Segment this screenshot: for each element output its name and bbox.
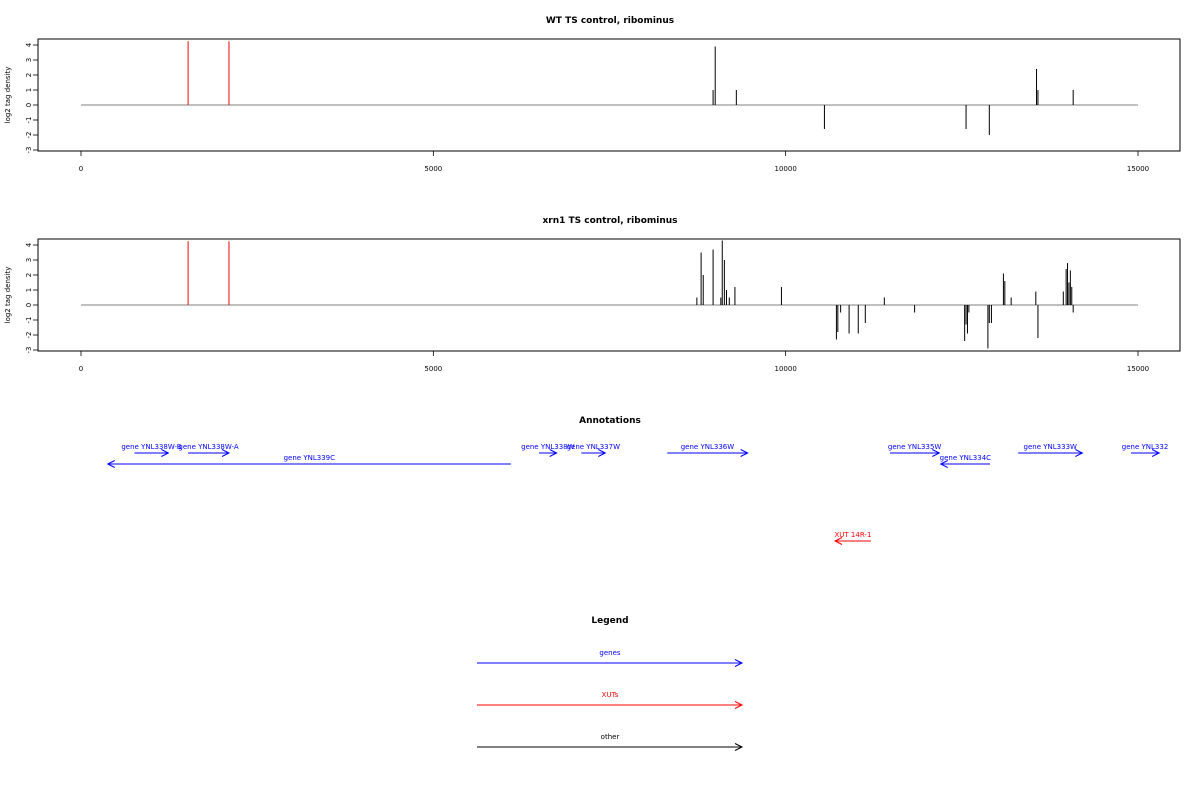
xut-feature-arrow <box>833 537 871 545</box>
y-tick-label: 0 <box>25 103 33 107</box>
x-tick-label: 0 <box>79 165 83 173</box>
y-tick-label: -3 <box>25 347 33 354</box>
y-tick-label: 3 <box>25 258 33 262</box>
gene-feature-label: gene YNL332 <box>1122 443 1169 451</box>
xrn1-y-axis-label: log2 tag density <box>4 267 12 324</box>
wt-plot-area: -3 -2 -1 0 1 2 3 4 0 5000 10000 15000 <box>25 41 1149 173</box>
x-tick-label: 5000 <box>424 165 442 173</box>
wt-track-title: WT TS control, ribominus <box>546 16 674 26</box>
y-tick-label: -1 <box>25 117 33 124</box>
legend-items: genes XUTs other <box>477 649 744 751</box>
gene-feature-arrow <box>889 449 941 457</box>
xrn1-plot-frame <box>37 238 1181 352</box>
gene-feature-label: gene YNL333W <box>1024 443 1077 451</box>
y-tick-label: 0 <box>25 303 33 307</box>
wt-track-panel: WT TS control, ribominus log2 tag densit… <box>4 16 1181 173</box>
legend-panel: Legend genes XUTs other <box>477 616 744 751</box>
y-tick-label: 4 <box>25 242 33 247</box>
gene-feature-arrow <box>1018 449 1084 457</box>
gene-feature-label: gene YNL338W-A <box>178 443 239 451</box>
gene-feature-label: gene YNL336W <box>681 443 734 451</box>
legend-label: XUTs <box>602 691 619 699</box>
legend-label: other <box>601 733 620 741</box>
gene-feature-label: gene YNL339C <box>284 454 335 462</box>
gene-feature-label: gene YNL335W <box>888 443 941 451</box>
legend-label: genes <box>599 649 620 657</box>
y-tick-label: 1 <box>25 88 33 92</box>
legend-arrow <box>477 659 744 667</box>
gene-feature-arrow <box>188 449 231 457</box>
y-tick-label: -3 <box>25 147 33 154</box>
xrn1-track-panel: xrn1 TS control, ribominus log2 tag dens… <box>4 216 1181 373</box>
xut-feature-label: XUT 14R-1 <box>835 531 872 539</box>
y-tick-label: -2 <box>25 132 33 139</box>
wt-y-axis-label: log2 tag density <box>4 67 12 124</box>
legend-arrow <box>477 743 744 751</box>
y-tick-label: 4 <box>25 42 33 47</box>
annotations-title: Annotations <box>579 416 641 426</box>
gene-feature-arrow <box>106 460 511 468</box>
gene-feature-label: gene YNL334C <box>940 454 991 462</box>
gene-feature-arrow <box>539 449 558 457</box>
y-tick-label: 2 <box>25 73 33 77</box>
gene-feature-arrow <box>581 449 607 457</box>
x-tick-label: 5000 <box>424 365 442 373</box>
x-tick-label: 10000 <box>775 165 797 173</box>
y-tick-label: -1 <box>25 317 33 324</box>
gene-feature-arrow <box>134 449 170 457</box>
wt-plot-frame <box>37 38 1181 152</box>
legend-title: Legend <box>591 616 628 626</box>
x-tick-label: 0 <box>79 365 83 373</box>
y-tick-label: -2 <box>25 332 33 339</box>
y-tick-label: 3 <box>25 58 33 62</box>
x-tick-label: 10000 <box>775 365 797 373</box>
legend-arrow <box>477 701 744 709</box>
gene-feature-arrow <box>939 460 991 468</box>
x-tick-label: 15000 <box>1127 165 1149 173</box>
gene-feature-arrow <box>667 449 749 457</box>
y-tick-label: 2 <box>25 273 33 277</box>
xrn1-track-title: xrn1 TS control, ribominus <box>542 216 677 226</box>
xrn1-plot-area: -3 -2 -1 0 1 2 3 4 0 5000 10000 15000 <box>25 240 1149 373</box>
gene-feature-label: gene YNL338W <box>521 443 574 451</box>
y-tick-label: 1 <box>25 288 33 292</box>
gene-feature-arrow <box>1130 449 1161 457</box>
gene-feature-label: gene YNL338W-B <box>121 443 181 451</box>
gene-feature-label: gene YNL337W <box>567 443 620 451</box>
x-tick-label: 15000 <box>1127 365 1149 373</box>
